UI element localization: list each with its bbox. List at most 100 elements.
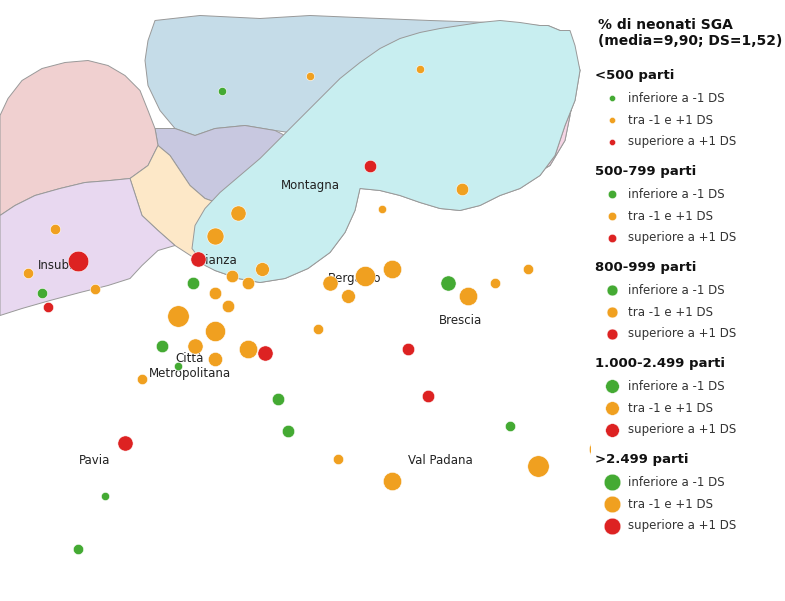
Point bbox=[36, 288, 49, 297]
Point bbox=[606, 93, 619, 103]
Text: 800-999 parti: 800-999 parti bbox=[595, 260, 696, 273]
Polygon shape bbox=[145, 16, 580, 135]
Point bbox=[71, 544, 84, 554]
Text: 1.000-2.499 parti: 1.000-2.499 parti bbox=[595, 356, 725, 370]
Text: inferiore a -1 DS: inferiore a -1 DS bbox=[628, 91, 725, 105]
Polygon shape bbox=[355, 25, 580, 210]
Point bbox=[592, 444, 604, 453]
Point bbox=[272, 394, 284, 403]
Point bbox=[216, 86, 228, 96]
Point bbox=[606, 425, 619, 435]
Point bbox=[136, 374, 148, 383]
Text: tra -1 e +1 DS: tra -1 e +1 DS bbox=[628, 210, 713, 222]
Text: Brianza: Brianza bbox=[192, 254, 237, 267]
Polygon shape bbox=[155, 126, 305, 209]
Point bbox=[187, 278, 199, 287]
Text: superiore a +1 DS: superiore a +1 DS bbox=[628, 519, 736, 532]
Point bbox=[71, 255, 84, 265]
Point bbox=[363, 160, 376, 170]
Point bbox=[232, 208, 244, 218]
Point bbox=[209, 231, 221, 240]
Text: inferiore a -1 DS: inferiore a -1 DS bbox=[628, 284, 725, 296]
Point bbox=[192, 254, 204, 263]
Point bbox=[402, 344, 414, 353]
Point bbox=[622, 461, 634, 471]
Point bbox=[489, 278, 502, 287]
Point bbox=[606, 211, 619, 221]
Polygon shape bbox=[130, 145, 360, 282]
Point bbox=[42, 302, 54, 311]
Point bbox=[341, 291, 354, 300]
Point bbox=[323, 278, 336, 287]
Point bbox=[522, 264, 535, 273]
Text: inferiore a -1 DS: inferiore a -1 DS bbox=[628, 379, 725, 392]
Point bbox=[414, 64, 426, 73]
Point bbox=[606, 499, 619, 509]
Point bbox=[606, 307, 619, 317]
Text: inferiore a -1 DS: inferiore a -1 DS bbox=[628, 475, 725, 489]
Point bbox=[385, 264, 398, 273]
Text: Brescia: Brescia bbox=[438, 314, 482, 327]
Point bbox=[606, 115, 619, 125]
Point bbox=[172, 361, 184, 370]
Point bbox=[155, 341, 168, 350]
Point bbox=[332, 454, 345, 463]
Point bbox=[312, 324, 324, 334]
Point bbox=[641, 424, 654, 433]
Point bbox=[606, 285, 619, 295]
Point bbox=[456, 184, 469, 194]
Point bbox=[209, 354, 221, 364]
Text: <500 parti: <500 parti bbox=[595, 69, 674, 82]
Text: >2.499 parti: >2.499 parti bbox=[595, 453, 688, 466]
Text: tra -1 e +1 DS: tra -1 e +1 DS bbox=[628, 401, 713, 415]
Point bbox=[531, 461, 544, 471]
Text: % di neonati SGA
(media=9,90; DS=1,52): % di neonati SGA (media=9,90; DS=1,52) bbox=[598, 18, 783, 48]
Point bbox=[99, 490, 111, 500]
Point bbox=[606, 189, 619, 199]
Point bbox=[209, 326, 221, 335]
Text: tra -1 e +1 DS: tra -1 e +1 DS bbox=[628, 114, 713, 126]
Text: 500-799 parti: 500-799 parti bbox=[595, 165, 696, 177]
Text: Pavia: Pavia bbox=[79, 454, 111, 467]
Point bbox=[259, 348, 272, 358]
Text: Montagna: Montagna bbox=[280, 179, 339, 192]
Point bbox=[504, 421, 517, 430]
Text: superiore a +1 DS: superiore a +1 DS bbox=[628, 135, 736, 148]
Point bbox=[385, 476, 398, 486]
Text: Insubria: Insubria bbox=[38, 259, 86, 272]
Point bbox=[606, 137, 619, 147]
Text: superiore a +1 DS: superiore a +1 DS bbox=[628, 231, 736, 245]
Point bbox=[282, 426, 294, 435]
Polygon shape bbox=[0, 61, 158, 216]
Point bbox=[209, 288, 221, 297]
Point bbox=[221, 300, 234, 310]
Text: Bergamo: Bergamo bbox=[328, 272, 382, 285]
Point bbox=[188, 341, 201, 350]
Point bbox=[606, 477, 619, 487]
Point bbox=[606, 381, 619, 391]
Point bbox=[304, 71, 316, 81]
Point bbox=[606, 329, 619, 339]
Point bbox=[242, 278, 254, 287]
Text: tra -1 e +1 DS: tra -1 e +1 DS bbox=[628, 305, 713, 319]
Text: Val Padana: Val Padana bbox=[407, 454, 473, 467]
Point bbox=[49, 224, 61, 233]
Polygon shape bbox=[0, 178, 175, 316]
Point bbox=[606, 521, 619, 531]
Point bbox=[462, 291, 474, 300]
Text: tra -1 e +1 DS: tra -1 e +1 DS bbox=[628, 498, 713, 510]
Text: inferiore a -1 DS: inferiore a -1 DS bbox=[628, 188, 725, 201]
Polygon shape bbox=[295, 100, 570, 191]
Point bbox=[89, 284, 101, 293]
Text: superiore a +1 DS: superiore a +1 DS bbox=[628, 424, 736, 436]
Polygon shape bbox=[192, 20, 580, 282]
Point bbox=[422, 391, 434, 400]
Text: Città
Metropolitana: Città Metropolitana bbox=[149, 352, 231, 379]
Point bbox=[606, 403, 619, 413]
Point bbox=[242, 344, 254, 353]
Point bbox=[119, 438, 131, 447]
Point bbox=[226, 270, 239, 280]
Point bbox=[256, 264, 268, 273]
Point bbox=[359, 270, 371, 280]
Point bbox=[172, 311, 184, 320]
